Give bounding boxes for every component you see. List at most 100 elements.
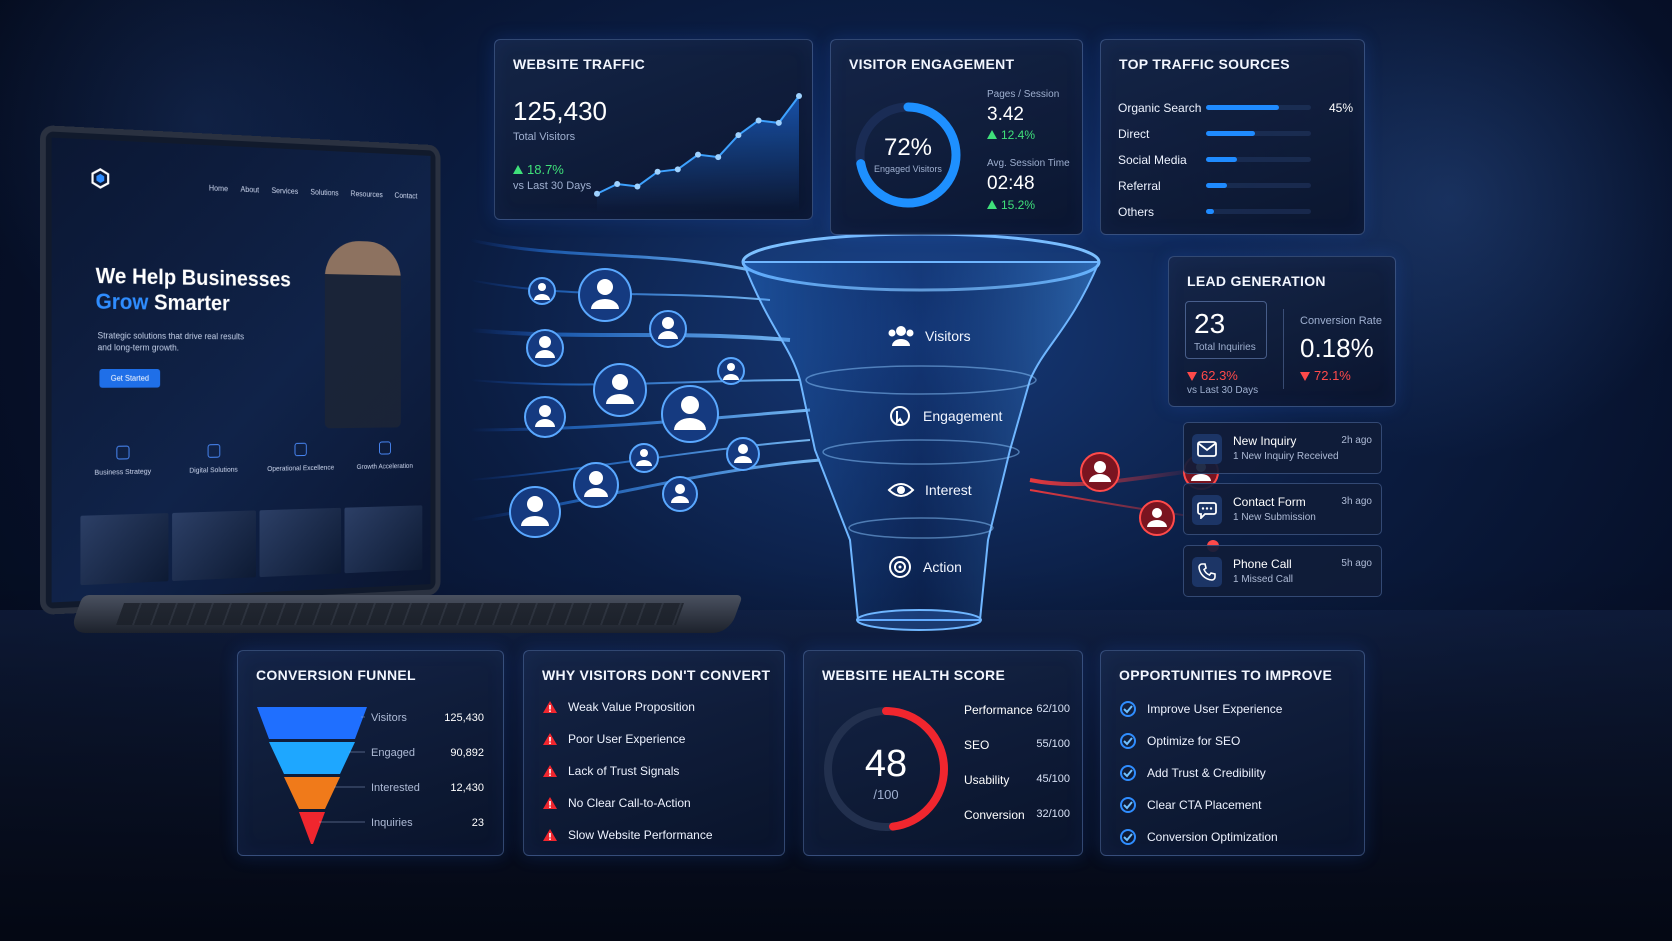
rate-change-value: 72.1%	[1314, 368, 1351, 383]
traffic-source-row: Others	[1118, 202, 1353, 222]
inquiries-change-value: 62.3%	[1201, 368, 1238, 383]
traffic-point	[715, 154, 722, 161]
laptop: Home About Services Solutions Resources …	[40, 125, 743, 633]
opportunity-label: Clear CTA Placement	[1147, 798, 1262, 812]
funnel-stage-interest: Interest	[887, 480, 972, 500]
funnel-stage-visitors: Visitors	[887, 325, 971, 347]
funnel-stage-action: Action	[887, 554, 962, 580]
warning-icon	[543, 765, 557, 777]
glass-funnel	[741, 232, 1101, 631]
notification-time: 3h ago	[1341, 496, 1372, 507]
notification-phone-call[interactable]: Phone Call 1 Missed Call 5h ago	[1183, 545, 1382, 597]
health-metric-value: 45/100	[1036, 773, 1070, 785]
funnel-row-label: Inquiries	[371, 817, 413, 829]
traffic-source-track	[1206, 209, 1311, 214]
panel-title: WHY VISITORS DON'T CONVERT	[542, 667, 771, 683]
total-inquiries-value: 23	[1194, 308, 1226, 339]
inquiries-change: 62.3%	[1187, 368, 1238, 383]
conversion-issue-label: Poor User Experience	[568, 732, 686, 746]
opportunity-label: Improve User Experience	[1147, 702, 1283, 716]
funnel-stage-label: Action	[923, 559, 962, 575]
traffic-source-percent: 45%	[1328, 101, 1353, 115]
conversion-issue-label: No Clear Call-to-Action	[568, 796, 691, 810]
panel-title: CONVERSION FUNNEL	[256, 667, 416, 683]
lead-period: vs Last 30 Days	[1187, 385, 1259, 396]
funnel-segment	[269, 742, 355, 774]
time-change: 15.2%	[987, 198, 1035, 212]
traffic-point	[594, 190, 600, 197]
improvement-icon	[1120, 701, 1136, 717]
traffic-source-row: Direct	[1118, 124, 1353, 144]
funnel-row-label: Engaged	[371, 747, 415, 759]
health-metric-value: 62/100	[1036, 703, 1070, 715]
notification-time: 2h ago	[1341, 435, 1372, 446]
traffic-source-row: Social Media	[1118, 150, 1353, 170]
panel-title: WEBSITE TRAFFIC	[513, 56, 646, 72]
funnel-stage-label: Engagement	[923, 408, 1003, 424]
website-preview: Home About Services Solutions Resources …	[51, 137, 431, 603]
pages-change-value: 12.4%	[1001, 128, 1036, 142]
website-health-score-panel: WEBSITE HEALTH SCORE 48 /100 Performance…	[803, 650, 1083, 856]
up-arrow-icon	[987, 200, 997, 209]
traffic-source-bar	[1206, 183, 1228, 188]
health-score-gauge	[824, 707, 948, 831]
up-arrow-icon	[513, 165, 523, 174]
notification-title: Contact Form	[1233, 495, 1306, 509]
pages-session-value: 3.42	[987, 104, 1024, 125]
traffic-source-row: Referral	[1118, 176, 1353, 196]
hexagon-logo-icon	[90, 167, 111, 190]
traffic-point	[735, 132, 742, 139]
opportunity-label: Conversion Optimization	[1147, 830, 1278, 844]
traffic-area	[597, 96, 799, 212]
traffic-source-bar	[1206, 157, 1237, 162]
conversion-issue-item: No Clear Call-to-Action	[542, 796, 691, 810]
health-metric-value: 32/100	[1036, 808, 1070, 820]
session-time-value: 02:48	[987, 173, 1035, 194]
opportunity-item[interactable]: Add Trust & Credibility	[1119, 764, 1266, 782]
conversion-rate-value: 0.18%	[1300, 333, 1374, 363]
traffic-source-name: Others	[1118, 205, 1155, 219]
engaged-percent: 72%	[883, 134, 933, 161]
total-visitors-label: Total Visitors	[513, 131, 576, 143]
chat-icon	[1192, 495, 1222, 525]
health-metric-label: Performance	[964, 703, 1033, 717]
conversion-issue-item: Weak Value Proposition	[542, 700, 695, 714]
opportunity-item[interactable]: Clear CTA Placement	[1119, 796, 1262, 814]
panel-title: TOP TRAFFIC SOURCES	[1119, 56, 1290, 72]
notification-new-inquiry[interactable]: New Inquiry 1 New Inquiry Received 2h ag…	[1183, 422, 1382, 474]
notification-title: Phone Call	[1233, 557, 1292, 571]
health-metric-value: 55/100	[1036, 738, 1070, 750]
opportunity-item[interactable]: Optimize for SEO	[1119, 732, 1240, 750]
traffic-point	[695, 151, 701, 158]
notification-contact-form[interactable]: Contact Form 1 New Submission 3h ago	[1183, 483, 1382, 535]
funnel-row-value: 90,892	[450, 747, 484, 759]
target-icon	[889, 556, 911, 578]
why-visitors-dont-convert-panel: WHY VISITORS DON'T CONVERT Weak Value Pr…	[523, 650, 785, 856]
opportunity-item[interactable]: Conversion Optimization	[1119, 828, 1278, 846]
panel-title: VISITOR ENGAGEMENT	[849, 56, 1015, 72]
funnel-stage-label: Visitors	[925, 328, 971, 344]
funnel-stage-engagement: Engagement	[887, 404, 1002, 428]
warning-icon	[543, 733, 557, 745]
website-traffic-panel: WEBSITE TRAFFIC 125,430 Total Visitors 1…	[494, 39, 813, 220]
health-metric-label: Conversion	[964, 808, 1025, 822]
funnel-row-value: 12,430	[450, 782, 484, 794]
traffic-source-name: Referral	[1118, 179, 1161, 193]
warning-icon	[543, 701, 557, 713]
people-icon	[888, 326, 914, 346]
conversion-rate-label: Conversion Rate	[1300, 315, 1382, 327]
traffic-point	[654, 168, 661, 175]
conversion-issue-label: Weak Value Proposition	[568, 700, 695, 714]
health-metric-row: Usability 45/100	[964, 773, 1070, 803]
notification-subtitle: 1 New Inquiry Received	[1233, 451, 1339, 462]
traffic-point	[614, 181, 621, 187]
traffic-source-track	[1206, 183, 1311, 188]
health-score-max: /100	[873, 787, 899, 802]
total-inquiries-label: Total Inquiries	[1194, 342, 1256, 353]
funnel-row-value: 23	[472, 817, 484, 829]
conversion-funnel-chart: Visitors 125,430 Engaged 90,892 Interested 12…	[257, 707, 484, 844]
panel-title: LEAD GENERATION	[1187, 273, 1326, 289]
improvement-icon	[1120, 797, 1136, 813]
session-time-label: Avg. Session Time	[987, 158, 1070, 169]
opportunity-item[interactable]: Improve User Experience	[1119, 700, 1282, 718]
